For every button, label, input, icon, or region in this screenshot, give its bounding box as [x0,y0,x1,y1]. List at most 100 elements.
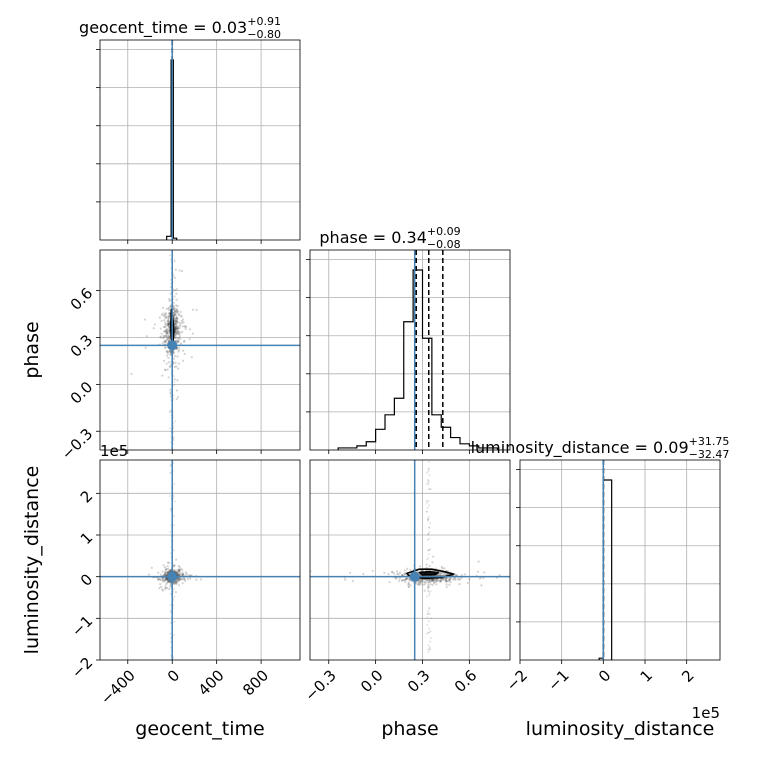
sample-point [175,320,178,323]
sample-point [183,339,186,342]
sample-point [164,568,167,572]
sample-point [172,439,175,441]
sample-point [442,577,446,580]
sample-point [163,573,166,577]
sample-point [423,589,426,592]
sample-point [183,577,186,581]
sample-point [393,572,396,575]
sample-point [184,327,187,331]
title-sub-phase: −0.08 [427,238,461,251]
sample-point [166,354,169,357]
sample-point [184,325,187,328]
sample-point [175,332,178,335]
sample-point [165,334,168,337]
sample-point [150,566,153,569]
sample-point [181,571,184,574]
sample-point [175,571,179,574]
samples-phase-vs-geocent_time [130,254,198,449]
sample-point [165,332,168,335]
sample-point [164,340,167,343]
sample-point [157,578,161,581]
panel-phase-vs-geocent_time [96,249,301,454]
sample-point [178,325,182,328]
sample-point [164,577,167,580]
sample-point [179,577,182,580]
sample-point [176,327,179,330]
sample-point [427,587,430,590]
sample-point [407,585,410,589]
sample-point [177,333,181,336]
sample-point [176,367,180,370]
sample-point [428,474,431,477]
sample-point [164,312,167,315]
sample-point [165,567,168,570]
sample-point [168,297,171,301]
sample-point [167,325,170,328]
sample-point [165,572,169,575]
panel-geocent_time-vs-geocent_time [96,39,301,244]
sample-point [159,585,163,588]
sample-point [169,495,171,497]
sample-point [174,334,177,337]
sample-point [166,581,169,584]
sample-point [419,569,423,572]
samples-luminosity_distance-vs-phase [310,461,525,653]
sample-point [483,571,486,574]
sample-point [159,578,163,582]
sample-point [173,500,176,503]
sample-point [441,577,444,580]
sample-point [168,350,171,353]
sample-point [174,319,177,322]
sample-point [162,314,165,317]
sample-point [445,580,448,583]
sample-point [162,312,165,315]
sample-point [388,581,391,584]
sample-point [180,315,183,318]
sample-point [523,579,525,581]
y-axis-label-luminosity_distance: luminosity_distance [21,466,43,655]
sample-point [172,311,176,314]
sample-point [183,325,186,328]
sample-point [428,549,431,552]
sample-point [395,570,399,573]
sample-point [165,329,168,332]
sample-point [431,578,434,581]
sample-point [166,579,170,582]
sample-point [173,317,176,321]
sample-point [173,365,176,369]
sample-point [181,574,184,577]
sample-point [431,579,435,582]
sample-point [174,331,177,334]
sample-point [170,611,172,614]
sample-point [144,346,147,349]
sample-point [177,348,180,352]
x-tick-label-phase: 0.6 [451,666,481,696]
sample-point [165,338,169,341]
sample-point [168,337,171,340]
sample-point [177,569,181,572]
sample-point [169,411,171,414]
sample-point [173,307,176,310]
sample-point [165,577,168,580]
sample-point [167,316,170,319]
sample-point [453,577,456,580]
sample-point [177,578,180,581]
sample-point [181,330,184,334]
sample-point [431,579,434,582]
sample-point [405,577,408,581]
sample-point [172,581,175,584]
sample-point [438,572,441,575]
sample-point [454,573,457,576]
x-tick-label-geocent_time: 800 [239,666,272,699]
sample-point [159,573,162,576]
y-tick-label-luminosity_distance: 2 [77,487,96,506]
sample-point [426,501,428,504]
sample-point [175,325,178,328]
sample-point [428,607,431,610]
sample-point [172,291,175,293]
sample-point [178,334,182,338]
sample-point [173,276,176,279]
sample-point [419,579,422,582]
sample-point [178,578,181,581]
sample-point [176,571,179,574]
